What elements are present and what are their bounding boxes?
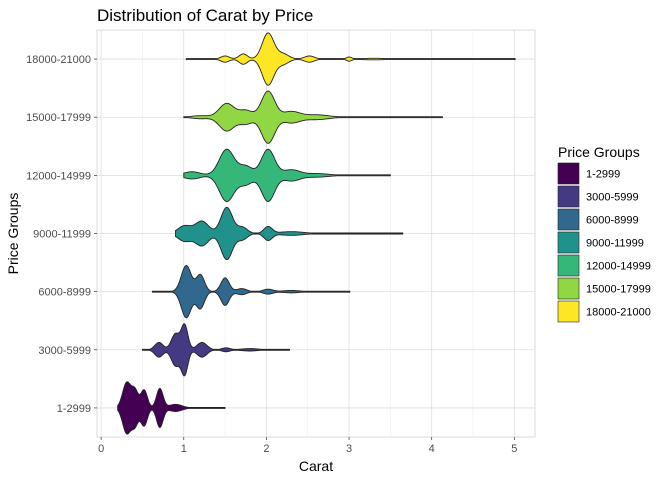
- y-tick-label: 12000-14999: [26, 170, 91, 182]
- violin-18000-21000: [185, 32, 516, 86]
- legend-swatch: [557, 162, 580, 185]
- violin-12000-14999: [183, 148, 391, 202]
- x-tick-label: 1: [181, 443, 187, 455]
- legend-title: Price Groups: [558, 144, 640, 160]
- x-tick-label: 5: [511, 443, 517, 455]
- x-tick-label: 3: [346, 443, 352, 455]
- x-tick-label: 2: [263, 443, 269, 455]
- y-tick-label: 1-2999: [57, 403, 91, 415]
- legend-swatch: [557, 277, 580, 300]
- legend-swatch: [557, 185, 580, 208]
- violin-layer: [117, 32, 516, 435]
- legend-label: 18000-21000: [586, 307, 651, 319]
- legend-swatch: [557, 208, 580, 231]
- legend: Price Groups 1-2999 3000-5999 6000-8999 900…: [557, 144, 651, 323]
- x-axis: 0 1 2 3 4 5: [98, 437, 517, 455]
- y-tick-label: 9000-11999: [33, 229, 91, 241]
- violin-1-2999: [117, 381, 226, 435]
- x-tick-label: 0: [98, 443, 104, 455]
- y-axis-title: Price Groups: [5, 193, 21, 275]
- violin-3000-5999: [142, 323, 290, 377]
- x-tick-label: 4: [429, 443, 435, 455]
- legend-swatch: [557, 300, 580, 323]
- y-axis: 1-2999 3000-5999 6000-8999 9000-11999 12000-…: [26, 54, 97, 415]
- y-tick-label: 6000-8999: [38, 287, 91, 299]
- legend-label: 12000-14999: [586, 261, 651, 273]
- violin-6000-8999: [151, 265, 351, 319]
- legend-swatch: [557, 231, 580, 254]
- legend-label: 6000-8999: [586, 215, 639, 227]
- legend-label: 15000-17999: [586, 284, 651, 296]
- violin-9000-11999: [175, 206, 404, 261]
- y-tick-label: 15000-17999: [26, 112, 91, 124]
- legend-label: 9000-11999: [586, 238, 644, 250]
- y-tick-label: 3000-5999: [38, 345, 91, 357]
- chart-title: Distribution of Carat by Price: [97, 6, 313, 25]
- legend-swatch: [557, 254, 580, 277]
- legend-label: 1-2999: [586, 169, 620, 181]
- x-axis-title: Carat: [299, 458, 333, 474]
- y-tick-label: 18000-21000: [26, 54, 91, 66]
- violin-15000-17999: [183, 90, 443, 144]
- legend-label: 3000-5999: [586, 192, 639, 204]
